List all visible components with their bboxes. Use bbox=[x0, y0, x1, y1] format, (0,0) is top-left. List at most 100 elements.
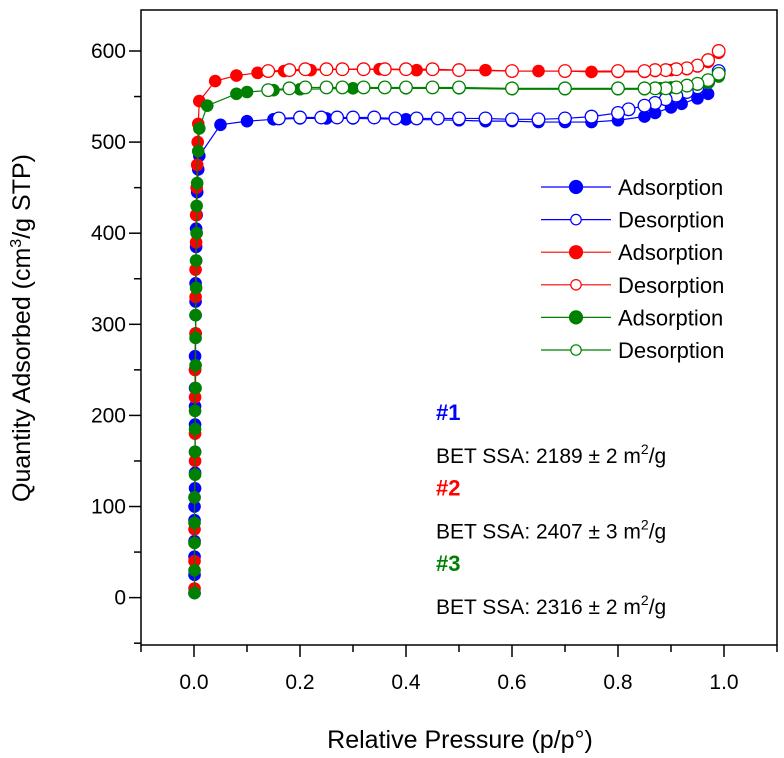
data-point bbox=[190, 226, 203, 240]
x-tick-label: 0.8 bbox=[603, 671, 632, 694]
data-point bbox=[452, 80, 466, 95]
legend-label: Adsorption bbox=[618, 240, 723, 265]
data-point bbox=[261, 64, 276, 78]
data-point bbox=[505, 64, 519, 78]
data-point bbox=[637, 81, 652, 96]
data-point bbox=[505, 81, 519, 96]
data-point bbox=[711, 66, 726, 81]
y-tick-label: 600 bbox=[91, 40, 126, 63]
data-point bbox=[399, 80, 413, 95]
data-point bbox=[214, 118, 227, 132]
data-point bbox=[189, 381, 202, 395]
data-point bbox=[399, 113, 413, 126]
data-point bbox=[189, 359, 202, 372]
legend-label: Desorption bbox=[618, 338, 724, 363]
bet-text: BET SSA: 2189 ± 2 m bbox=[436, 445, 641, 468]
data-point bbox=[558, 64, 572, 78]
data-point bbox=[346, 82, 360, 95]
bet-text: BET SSA: 2316 ± 2 m bbox=[436, 596, 641, 619]
legend-label: Desorption bbox=[618, 273, 724, 298]
legend-item: Desorption bbox=[541, 338, 724, 363]
x-tick-label: 0.2 bbox=[285, 671, 314, 694]
data-point bbox=[701, 87, 715, 101]
legend-item: Desorption bbox=[541, 273, 724, 298]
legend-item: Adsorption bbox=[541, 175, 723, 200]
data-point bbox=[319, 62, 334, 77]
legend-label: Adsorption bbox=[618, 305, 723, 330]
legend-label: Desorption bbox=[618, 208, 724, 233]
series-5 bbox=[261, 66, 726, 98]
data-point bbox=[189, 254, 203, 267]
data-point bbox=[409, 111, 424, 126]
annotation-bet-ssa: BET SSA: 2189 ± 2 m2/g bbox=[436, 441, 666, 468]
data-point bbox=[188, 404, 202, 418]
data-point bbox=[638, 110, 651, 123]
data-point bbox=[356, 62, 371, 77]
data-point bbox=[251, 66, 264, 80]
data-point bbox=[430, 111, 445, 126]
data-point bbox=[190, 158, 204, 172]
data-point bbox=[611, 81, 625, 96]
data-point bbox=[230, 69, 243, 82]
data-point bbox=[193, 122, 206, 135]
data-point bbox=[191, 144, 205, 158]
data-point bbox=[271, 111, 286, 126]
data-point bbox=[200, 99, 214, 112]
data-point bbox=[330, 110, 345, 125]
data-point bbox=[240, 114, 254, 128]
data-point bbox=[558, 81, 572, 96]
legend-item: Adsorption bbox=[541, 305, 723, 330]
y-tick-label: 100 bbox=[91, 496, 126, 519]
legend-item: Adsorption bbox=[541, 240, 723, 265]
data-point bbox=[399, 62, 413, 77]
data-point bbox=[452, 63, 466, 78]
y-tick-label: 500 bbox=[91, 131, 126, 154]
axes-layer: 0.0 0.2 0.4 0.6 0.8 1.0 0 100 200 300 400 500 600 bbox=[91, 40, 778, 694]
data-point bbox=[188, 536, 201, 550]
bet-superscript: 2 bbox=[641, 441, 649, 457]
data-point bbox=[188, 445, 202, 459]
data-point bbox=[314, 110, 329, 125]
data-point bbox=[711, 44, 726, 58]
legend: Adsorption Desorption Adsorption Desorption… bbox=[541, 175, 724, 363]
bet-unit: /g bbox=[649, 445, 667, 468]
data-point bbox=[189, 281, 203, 295]
data-point bbox=[425, 80, 440, 95]
annotation-bet-ssa: BET SSA: 2316 ± 2 m2/g bbox=[436, 592, 666, 619]
annotation-sample-label: #1 bbox=[436, 400, 460, 425]
data-point bbox=[240, 85, 254, 99]
legend-marker bbox=[570, 344, 582, 356]
data-point bbox=[478, 111, 493, 126]
data-point bbox=[188, 491, 201, 504]
legend-marker bbox=[570, 213, 582, 226]
series-1 bbox=[271, 64, 726, 127]
data-point bbox=[293, 110, 307, 125]
data-point bbox=[298, 62, 313, 77]
data-point bbox=[230, 87, 243, 101]
y-axis-title: Quantity Adsorbed (cm3/g STP) bbox=[8, 154, 36, 502]
x-tick-label: 0.6 bbox=[497, 671, 526, 694]
data-point bbox=[585, 65, 598, 79]
data-point bbox=[637, 98, 652, 113]
x-axis-title: Relative Pressure (p/p°) bbox=[327, 726, 593, 754]
data-point bbox=[377, 62, 392, 77]
data-point bbox=[410, 63, 423, 77]
bet-unit: /g bbox=[649, 596, 667, 619]
data-point bbox=[648, 106, 662, 120]
legend-marker bbox=[570, 278, 582, 291]
data-point bbox=[611, 105, 625, 120]
annotation-sample-label: #2 bbox=[436, 476, 460, 501]
data-point bbox=[282, 63, 297, 78]
data-point bbox=[558, 111, 572, 126]
x-tick-label: 0.4 bbox=[391, 671, 421, 694]
legend-marker bbox=[568, 245, 584, 260]
data-point bbox=[691, 92, 704, 105]
data-point bbox=[425, 62, 440, 77]
bet-superscript: 2 bbox=[641, 592, 649, 608]
annotation-sample-label: #3 bbox=[436, 551, 460, 576]
data-point bbox=[261, 83, 276, 98]
data-point bbox=[319, 80, 334, 95]
data-point bbox=[505, 112, 519, 127]
data-point bbox=[452, 111, 466, 126]
data-point bbox=[189, 308, 202, 322]
